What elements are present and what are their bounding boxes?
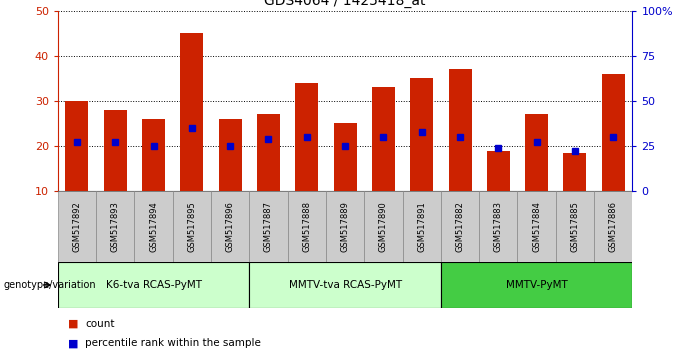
Text: count: count [85,319,114,329]
FancyBboxPatch shape [250,191,288,262]
Text: GSM517887: GSM517887 [264,201,273,252]
FancyBboxPatch shape [96,191,135,262]
FancyBboxPatch shape [173,191,211,262]
Bar [104,110,126,191]
Bar [65,101,88,191]
Text: GSM517888: GSM517888 [303,201,311,252]
Bar [142,119,165,191]
FancyBboxPatch shape [250,262,441,308]
Bar [372,87,395,191]
Text: ■: ■ [68,338,78,348]
Text: GSM517894: GSM517894 [149,201,158,252]
Bar [295,83,318,191]
Text: genotype/variation: genotype/variation [3,280,96,290]
Text: GSM517883: GSM517883 [494,201,503,252]
FancyBboxPatch shape [403,191,441,262]
FancyBboxPatch shape [441,191,479,262]
Text: GSM517884: GSM517884 [532,201,541,252]
FancyBboxPatch shape [517,191,556,262]
Bar [525,114,548,191]
Text: GSM517886: GSM517886 [609,201,617,252]
Text: percentile rank within the sample: percentile rank within the sample [85,338,261,348]
Title: GDS4064 / 1425418_at: GDS4064 / 1425418_at [265,0,426,8]
FancyBboxPatch shape [58,262,250,308]
FancyBboxPatch shape [211,191,250,262]
Bar [410,78,433,191]
FancyBboxPatch shape [479,191,517,262]
Text: GSM517893: GSM517893 [111,201,120,252]
FancyBboxPatch shape [594,191,632,262]
Text: GSM517889: GSM517889 [341,201,350,252]
FancyBboxPatch shape [556,191,594,262]
Bar [602,74,625,191]
Text: MMTV-PyMT: MMTV-PyMT [506,280,568,290]
Text: GSM517890: GSM517890 [379,201,388,252]
Bar [487,150,510,191]
Text: GSM517896: GSM517896 [226,201,235,252]
Bar [564,153,586,191]
Text: MMTV-tva RCAS-PyMT: MMTV-tva RCAS-PyMT [288,280,402,290]
Text: GSM517885: GSM517885 [571,201,579,252]
Text: GSM517882: GSM517882 [456,201,464,252]
Text: GSM517895: GSM517895 [188,201,197,252]
FancyBboxPatch shape [58,191,96,262]
Bar [219,119,241,191]
Text: GSM517892: GSM517892 [73,201,82,252]
Bar [257,114,280,191]
Bar [449,69,471,191]
FancyBboxPatch shape [441,262,632,308]
FancyBboxPatch shape [135,191,173,262]
FancyBboxPatch shape [326,191,364,262]
Text: GSM517891: GSM517891 [418,201,426,252]
Bar [180,33,203,191]
Bar [334,124,356,191]
Text: ■: ■ [68,319,78,329]
FancyBboxPatch shape [364,191,403,262]
FancyBboxPatch shape [288,191,326,262]
Text: K6-tva RCAS-PyMT: K6-tva RCAS-PyMT [105,280,201,290]
